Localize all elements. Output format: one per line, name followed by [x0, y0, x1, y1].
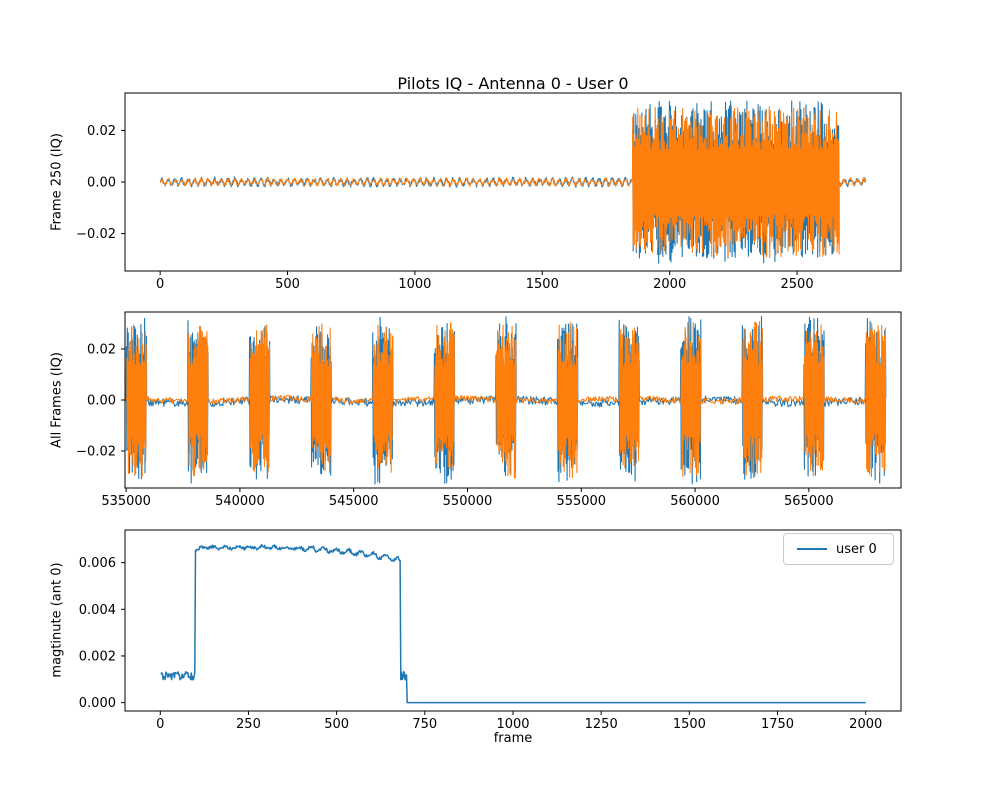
subplot1-x-tick-label: 0: [156, 277, 164, 292]
subplot1-y-tick-label: −0.02: [76, 227, 116, 242]
legend-label: user 0: [836, 541, 877, 557]
subplot3-axes-frame: [124, 529, 902, 712]
subplot3-ylabel: magtinute (ant 0): [49, 562, 65, 678]
subplot1-x-tick-label: 1500: [526, 277, 559, 292]
subplot1-y-tick-label: 0.02: [87, 124, 116, 139]
subplot2-x-tick-label: 560000: [670, 494, 720, 509]
subplot3-x-tick-label: 1250: [585, 717, 618, 732]
subplot3-y-tick-label: 0.006: [79, 556, 116, 571]
page-title: Pilots IQ - Antenna 0 - User 0: [397, 74, 629, 93]
subplot3-x-tick-label: 0: [156, 717, 164, 732]
subplot1-ylabel: Frame 250 (IQ): [49, 133, 65, 231]
subplot2-x-tick-label: 550000: [443, 494, 493, 509]
subplot3-x-tick-label: 750: [412, 717, 437, 732]
subplot3-y-tick-label: 0.000: [79, 696, 116, 711]
legend-line-swatch: [797, 548, 827, 550]
subplot3-x-tick-label: 250: [236, 717, 261, 732]
subplot2-y-tick-label: 0.02: [87, 342, 116, 357]
subplot3-x-tick-label: 1500: [673, 717, 706, 732]
subplot2-y-tick-label: −0.02: [76, 445, 116, 460]
subplot3-xlabel: frame: [493, 731, 533, 746]
series-user0-magnitude-line: [160, 543, 866, 704]
subplot1-axes-frame: [124, 92, 902, 272]
subplot3-x-tick-label: 1750: [761, 717, 794, 732]
subplot2-ylabel: All Frames (IQ): [49, 352, 65, 448]
subplot1-x-tick-label: 2000: [653, 277, 686, 292]
subplot2-x-tick-label: 565000: [784, 494, 834, 509]
subplot2-y-tick-label: 0.00: [87, 394, 116, 409]
subplot2-x-tick-label: 545000: [329, 494, 379, 509]
subplot2-plot-area: [125, 315, 887, 485]
series-all-frames-Q-line: [125, 321, 887, 479]
subplot3-y-tick-label: 0.002: [79, 649, 116, 664]
subplot2-axes-frame: [124, 311, 902, 489]
subplot3-plot-area: [160, 543, 866, 704]
subplot2-x-tick-label: 535000: [101, 494, 151, 509]
subplot3-x-tick-label: 1000: [496, 717, 529, 732]
subplot3-x-tick-label: 2000: [849, 717, 882, 732]
subplot1-y-tick-label: 0.00: [87, 176, 116, 191]
subplot3-y-tick-label: 0.004: [79, 603, 116, 618]
subplot2-x-tick-label: 540000: [215, 494, 265, 509]
subplot3-x-tick-label: 500: [324, 717, 349, 732]
subplot2-x-tick-label: 555000: [556, 494, 606, 509]
subplot1-x-tick-label: 2500: [781, 277, 814, 292]
subplot1-plot-area: [159, 100, 867, 264]
legend: user 0: [783, 533, 894, 565]
series-pilot-Q-line: [159, 105, 867, 259]
subplot1-x-tick-label: 1000: [398, 277, 431, 292]
subplot1-x-tick-label: 500: [275, 277, 300, 292]
